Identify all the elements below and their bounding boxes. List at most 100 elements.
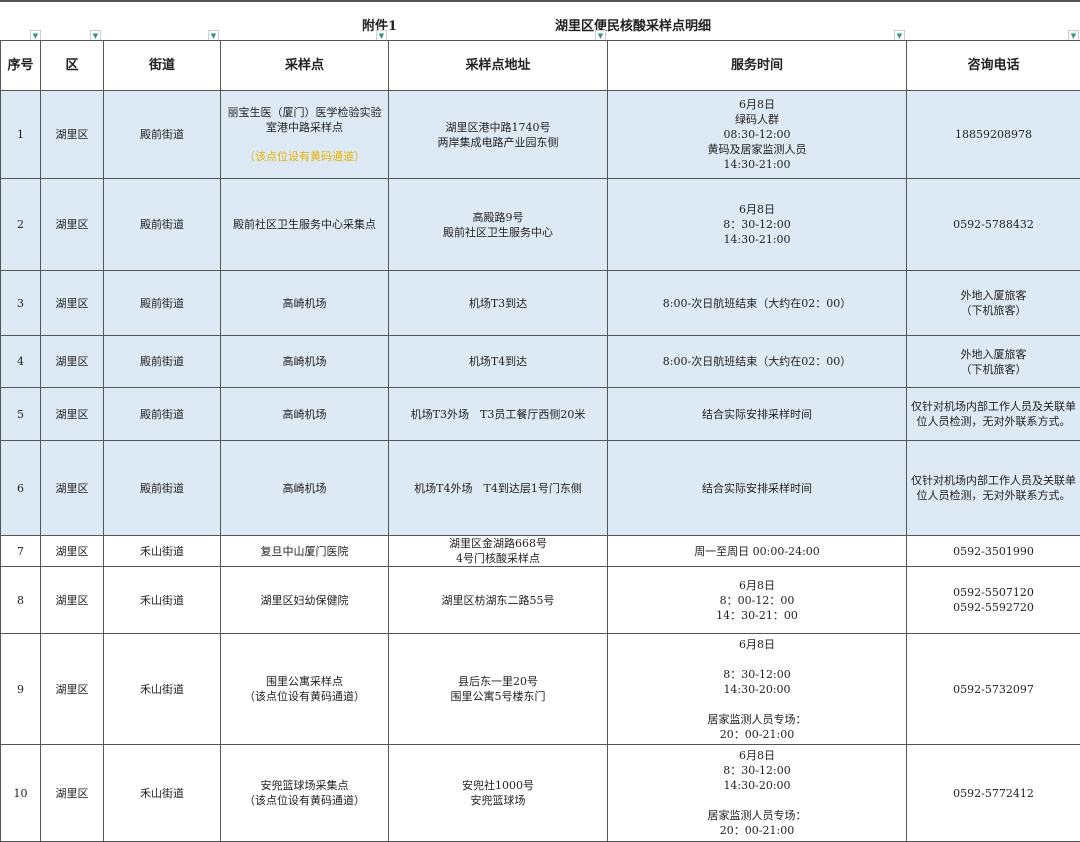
cell-street[interactable]: 禾山街道: [104, 634, 221, 745]
cell-hours[interactable]: 结合实际安排采样时间: [608, 441, 907, 536]
cell-site[interactable]: 湖里区妇幼保健院: [221, 567, 389, 634]
cell-address[interactable]: 机场T3外场 T3员工餐厅西侧20米: [389, 388, 608, 441]
cell-address[interactable]: 高殿路9号 殿前社区卫生服务中心: [389, 179, 608, 271]
site-text: 丽宝生医（厦门）医学检验实验 室港中路采样点: [228, 106, 382, 134]
col-header-district[interactable]: 区: [41, 41, 104, 91]
cell-no[interactable]: 10: [1, 745, 41, 842]
phone-text: 外地入厦旅客 （下机旅客）: [961, 289, 1027, 317]
cell-phone[interactable]: 0592-5788432: [907, 179, 1080, 271]
cell-site[interactable]: 高崎机场: [221, 271, 389, 336]
cell-hours[interactable]: 8:00-次日航班结束（大约在02：00）: [608, 336, 907, 388]
cell-address[interactable]: 机场T4到达: [389, 336, 608, 388]
cell-street[interactable]: 殿前街道: [104, 441, 221, 536]
district-text: 湖里区: [56, 297, 89, 310]
col-header-hours[interactable]: 服务时间: [608, 41, 907, 91]
cell-phone[interactable]: 仅针对机场内部工作人员及关联单 位人员检测，无对外联系方式。: [907, 441, 1080, 536]
address-text: 高殿路9号 殿前社区卫生服务中心: [443, 211, 553, 239]
cell-phone[interactable]: 18859208978: [907, 91, 1080, 179]
cell-hours[interactable]: 6月8日 8：00-12：00 14：30-21：00: [608, 567, 907, 634]
cell-address[interactable]: 县后东一里20号 围里公寓5号楼东门: [389, 634, 608, 745]
cell-district[interactable]: 湖里区: [41, 336, 104, 388]
cell-address[interactable]: 安兜社1000号 安兜篮球场: [389, 745, 608, 842]
cell-district[interactable]: 湖里区: [41, 179, 104, 271]
site-text: 高崎机场: [283, 482, 327, 495]
cell-street[interactable]: 殿前街道: [104, 91, 221, 179]
cell-no[interactable]: 9: [1, 634, 41, 745]
cell-site[interactable]: 丽宝生医（厦门）医学检验实验 室港中路采样点 （该点位设有黄码通道）: [221, 91, 389, 179]
cell-site[interactable]: 高崎机场: [221, 441, 389, 536]
cell-site[interactable]: 高崎机场: [221, 336, 389, 388]
street-text: 禾山街道: [140, 787, 184, 800]
cell-site[interactable]: 复旦中山厦门医院: [221, 536, 389, 567]
col-header-site[interactable]: 采样点: [221, 41, 389, 91]
street-text: 殿前街道: [140, 218, 184, 231]
cell-phone[interactable]: 外地入厦旅客 （下机旅客）: [907, 271, 1080, 336]
hours-text: 6月8日 8：30-12:00 14:30-21:00: [723, 203, 790, 246]
cell-site[interactable]: 高崎机场: [221, 388, 389, 441]
cell-street[interactable]: 殿前街道: [104, 271, 221, 336]
cell-district[interactable]: 湖里区: [41, 388, 104, 441]
cell-no[interactable]: 7: [1, 536, 41, 567]
cell-address[interactable]: 湖里区金湖路668号 4号门核酸采样点: [389, 536, 608, 567]
no-text: 7: [17, 545, 24, 558]
street-text: 殿前街道: [140, 408, 184, 421]
cell-no[interactable]: 4: [1, 336, 41, 388]
no-text: 2: [17, 218, 24, 231]
cell-street[interactable]: 殿前街道: [104, 179, 221, 271]
cell-district[interactable]: 湖里区: [41, 745, 104, 842]
cell-no[interactable]: 8: [1, 567, 41, 634]
cell-site[interactable]: 安兜篮球场采集点 （该点位设有黄码通道）: [221, 745, 389, 842]
cell-phone[interactable]: 外地入厦旅客 （下机旅客）: [907, 336, 1080, 388]
cell-street[interactable]: 禾山街道: [104, 536, 221, 567]
cell-street[interactable]: 禾山街道: [104, 745, 221, 842]
col-header-street[interactable]: 街道: [104, 41, 221, 91]
cell-address[interactable]: 湖里区港中路1740号 两岸集成电路产业园东侧: [389, 91, 608, 179]
cell-hours[interactable]: 6月8日 8：30-12:00 14:30-21:00: [608, 179, 907, 271]
cell-hours[interactable]: 结合实际安排采样时间: [608, 388, 907, 441]
site-text: 复旦中山厦门医院: [261, 545, 349, 558]
cell-phone[interactable]: 0592-5732097: [907, 634, 1080, 745]
cell-phone[interactable]: 仅针对机场内部工作人员及关联单 位人员检测，无对外联系方式。: [907, 388, 1080, 441]
yellow-code-note: （该点位设有黄码通道）: [221, 149, 388, 164]
cell-hours[interactable]: 周一至周日 00:00-24:00: [608, 536, 907, 567]
phone-text: 0592-5507120 0592-5592720: [953, 586, 1034, 614]
cell-no[interactable]: 5: [1, 388, 41, 441]
hours-text: 6月8日 8：00-12：00 14：30-21：00: [716, 579, 798, 622]
cell-district[interactable]: 湖里区: [41, 271, 104, 336]
cell-phone[interactable]: 0592-3501990: [907, 536, 1080, 567]
cell-no[interactable]: 1: [1, 91, 41, 179]
col-header-phone[interactable]: 咨询电话: [907, 41, 1080, 91]
cell-street[interactable]: 禾山街道: [104, 567, 221, 634]
cell-district[interactable]: 湖里区: [41, 91, 104, 179]
cell-hours[interactable]: 6月8日 8：30-12:00 14:30-20:00 居家监测人员专场： 20…: [608, 745, 907, 842]
cell-district[interactable]: 湖里区: [41, 567, 104, 634]
street-text: 殿前街道: [140, 355, 184, 368]
cell-hours[interactable]: 6月8日 绿码人群 08:30-12:00 黄码及居家监测人员 14:30-21…: [608, 91, 907, 179]
cell-phone[interactable]: 0592-5772412: [907, 745, 1080, 842]
cell-hours[interactable]: 8:00-次日航班结束（大约在02：00）: [608, 271, 907, 336]
cell-address[interactable]: 湖里区枋湖东二路55号: [389, 567, 608, 634]
cell-site[interactable]: 殿前社区卫生服务中心采集点: [221, 179, 389, 271]
cell-district[interactable]: 湖里区: [41, 441, 104, 536]
cell-address[interactable]: 机场T3到达: [389, 271, 608, 336]
cell-district[interactable]: 湖里区: [41, 536, 104, 567]
table-row: 2 湖里区 殿前街道 殿前社区卫生服务中心采集点 高殿路9号 殿前社区卫生服务中心 6月8…: [1, 179, 1080, 271]
col-header-address[interactable]: 采样点地址: [389, 41, 608, 91]
street-text: 殿前街道: [140, 128, 184, 141]
cell-no[interactable]: 2: [1, 179, 41, 271]
cell-district[interactable]: 湖里区: [41, 634, 104, 745]
cell-no[interactable]: 3: [1, 271, 41, 336]
cell-address[interactable]: 机场T4外场 T4到达层1号门东侧: [389, 441, 608, 536]
cell-street[interactable]: 殿前街道: [104, 336, 221, 388]
col-header-no[interactable]: 序号: [1, 41, 41, 91]
street-text: 殿前街道: [140, 482, 184, 495]
cell-hours[interactable]: 6月8日 8：30-12:00 14:30-20:00 居家监测人员专场： 20…: [608, 634, 907, 745]
address-text: 机场T3外场 T3员工餐厅西侧20米: [411, 408, 586, 421]
cell-street[interactable]: 殿前街道: [104, 388, 221, 441]
cell-site[interactable]: 围里公寓采样点 （该点位设有黄码通道）: [221, 634, 389, 745]
cell-no[interactable]: 6: [1, 441, 41, 536]
cell-phone[interactable]: 0592-5507120 0592-5592720: [907, 567, 1080, 634]
